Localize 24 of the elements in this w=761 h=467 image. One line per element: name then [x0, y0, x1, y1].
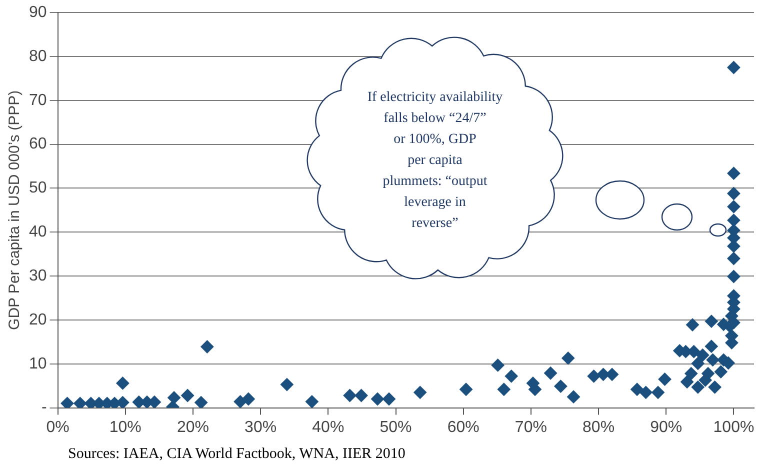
y-tick-label: 90 [29, 4, 47, 22]
source-note: Sources: IAEA, CIA World Factbook, WNA, IIER 2010 [68, 446, 406, 463]
x-tick-label: 100% [713, 418, 754, 436]
y-tick-label: 80 [29, 48, 47, 65]
x-tick-label: 40% [312, 418, 344, 436]
y-tick-label: - [41, 399, 47, 416]
x-tick-label: 30% [244, 418, 277, 436]
x-tick-label: 20% [176, 418, 209, 436]
annotation: If electricity availability falls below “24/7” or 100%, GDP per capita plummets: “output leverage in reverse” [366, 89, 504, 233]
x-tick-label: 90% [650, 418, 682, 436]
y-tick-label: 60 [29, 136, 47, 153]
x-tick-label: 10% [109, 418, 142, 436]
x-tick-label: 80% [582, 418, 615, 436]
y-tick-label: 40 [29, 224, 47, 241]
y-tick-label: 30 [29, 267, 47, 284]
x-tick-label: 50% [380, 418, 412, 436]
y-tick-label: 50 [29, 180, 47, 197]
y-tick-label: 20 [29, 311, 47, 328]
y-tick-label: 10 [29, 355, 47, 372]
y-axis-title: GDP Per capita in USD 000’s (PPP) [6, 90, 24, 330]
x-tick-label: 70% [514, 418, 547, 436]
x-tick-label: 60% [447, 418, 480, 436]
x-tick-label: 0% [46, 418, 70, 436]
y-tick-label: 70 [29, 92, 47, 109]
